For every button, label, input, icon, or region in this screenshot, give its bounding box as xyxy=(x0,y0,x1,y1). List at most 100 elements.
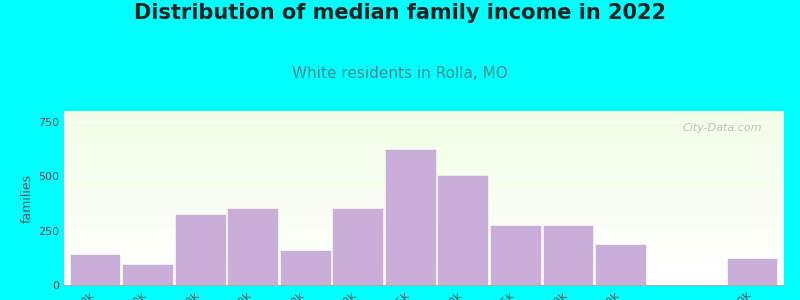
Bar xyxy=(64,146,784,147)
Bar xyxy=(64,248,784,249)
Bar xyxy=(64,191,784,192)
Bar xyxy=(64,177,784,178)
Bar xyxy=(64,145,784,146)
Bar xyxy=(64,203,784,204)
Bar xyxy=(64,229,784,230)
Bar xyxy=(64,238,784,239)
Bar xyxy=(64,190,784,191)
Bar xyxy=(64,241,784,242)
Bar xyxy=(64,204,784,205)
Bar xyxy=(64,233,784,234)
Bar xyxy=(64,219,784,220)
Bar xyxy=(64,240,784,241)
Bar xyxy=(64,267,784,268)
Bar xyxy=(64,222,784,223)
Bar xyxy=(64,284,784,285)
Bar xyxy=(64,226,784,227)
Bar xyxy=(64,173,784,174)
Bar xyxy=(64,231,784,232)
Bar xyxy=(64,266,784,267)
Bar xyxy=(64,127,784,128)
Bar xyxy=(64,160,784,161)
Bar xyxy=(64,187,784,188)
Bar xyxy=(64,169,784,170)
Bar xyxy=(64,149,784,150)
Bar xyxy=(64,230,784,231)
Bar xyxy=(64,174,784,175)
Bar xyxy=(64,207,784,208)
Bar xyxy=(64,131,784,132)
Bar xyxy=(64,142,784,143)
Bar xyxy=(64,179,784,180)
Bar xyxy=(64,232,784,233)
Bar xyxy=(543,226,594,285)
Bar xyxy=(64,139,784,140)
Bar xyxy=(438,176,488,285)
Bar xyxy=(64,261,784,262)
Bar xyxy=(64,278,784,279)
Bar xyxy=(64,182,784,183)
Bar xyxy=(64,129,784,130)
Bar xyxy=(64,262,784,263)
Bar xyxy=(64,275,784,276)
Bar xyxy=(64,125,784,126)
Bar xyxy=(64,206,784,207)
Bar xyxy=(64,215,784,216)
Bar xyxy=(64,247,784,248)
Bar xyxy=(281,251,330,285)
Bar xyxy=(64,116,784,117)
Bar xyxy=(64,244,784,245)
Bar xyxy=(64,135,784,136)
Bar xyxy=(64,242,784,243)
Bar xyxy=(64,154,784,155)
Bar xyxy=(176,215,226,285)
Bar xyxy=(64,188,784,189)
Bar xyxy=(64,265,784,266)
Bar xyxy=(64,126,784,127)
Bar xyxy=(64,114,784,115)
Bar xyxy=(64,212,784,213)
Bar xyxy=(64,194,784,195)
Bar xyxy=(64,119,784,120)
Bar xyxy=(64,223,784,224)
Bar xyxy=(64,214,784,215)
Bar xyxy=(64,272,784,273)
Bar xyxy=(491,226,541,285)
Bar xyxy=(64,253,784,254)
Bar xyxy=(64,171,784,172)
Bar xyxy=(64,269,784,270)
Bar xyxy=(64,189,784,190)
Bar xyxy=(64,185,784,186)
Bar xyxy=(64,260,784,261)
Bar xyxy=(64,271,784,272)
Bar xyxy=(64,225,784,226)
Text: City-Data.com: City-Data.com xyxy=(683,123,762,133)
Bar xyxy=(64,164,784,165)
Bar xyxy=(64,155,784,156)
Bar xyxy=(64,209,784,210)
Bar xyxy=(64,277,784,278)
Bar xyxy=(64,141,784,142)
Bar xyxy=(64,282,784,283)
Bar xyxy=(64,196,784,197)
Bar xyxy=(64,133,784,134)
Bar xyxy=(123,266,173,285)
Y-axis label: families: families xyxy=(21,173,34,223)
Bar xyxy=(64,168,784,169)
Bar xyxy=(596,245,646,285)
Text: Distribution of median family income in 2022: Distribution of median family income in … xyxy=(134,3,666,23)
Bar xyxy=(64,158,784,159)
Bar xyxy=(64,111,784,112)
Bar xyxy=(64,152,784,153)
Bar xyxy=(64,197,784,198)
Bar xyxy=(64,205,784,206)
Bar xyxy=(64,200,784,201)
Bar xyxy=(64,198,784,199)
Bar xyxy=(64,210,784,211)
Bar xyxy=(64,150,784,151)
Bar xyxy=(64,218,784,219)
Bar xyxy=(64,202,784,203)
Bar xyxy=(64,201,784,202)
Bar xyxy=(64,227,784,228)
Bar xyxy=(64,137,784,138)
